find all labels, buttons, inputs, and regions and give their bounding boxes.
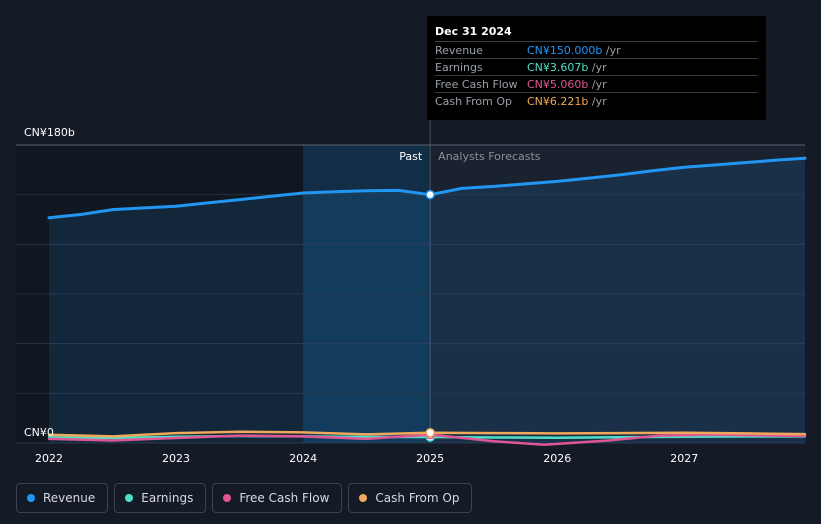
tooltip-unit: /yr [588, 78, 607, 91]
series-line-free-cash-flow [47, 433, 807, 446]
tooltip-unit: /yr [588, 61, 607, 74]
tooltip-row-earnings: Earnings CN¥3.607b /yr [435, 58, 758, 76]
tooltip-unit: /yr [602, 44, 621, 57]
free-cash-flow-dot-icon [223, 494, 232, 502]
x-tick-label: 2022 [35, 452, 63, 465]
legend-item-free-cash-flow[interactable]: Free Cash Flow [212, 483, 343, 513]
x-tick-label: 2026 [543, 452, 571, 465]
x-tick-label: 2025 [416, 452, 444, 465]
legend-label: Revenue [43, 491, 96, 505]
past-label: Past [399, 150, 423, 163]
cash-from-op-dot-icon [359, 494, 368, 502]
point-marker-cash-from-op [425, 427, 435, 438]
legend: Revenue Earnings Free Cash Flow Cash Fro… [16, 483, 473, 513]
tooltip-value: CN¥150.000b [527, 44, 603, 57]
tooltip-panel: Dec 31 2024 Revenue CN¥150.000b /yr Earn… [427, 16, 766, 120]
legend-item-earnings[interactable]: Earnings [114, 483, 207, 513]
tooltip-label: Revenue [435, 44, 483, 57]
legend-item-revenue[interactable]: Revenue [16, 483, 109, 513]
tooltip-value-wrap: CN¥6.221b /yr [527, 95, 607, 108]
earnings-dot-icon [125, 494, 134, 502]
tooltip-value-wrap: CN¥150.000b /yr [527, 44, 621, 57]
y-axis-min-label: CN¥0 [24, 426, 54, 439]
forecast-label: Analysts Forecasts [438, 150, 541, 163]
x-tick-label: 2023 [162, 452, 190, 465]
x-tick-label: 2027 [670, 452, 698, 465]
tooltip-row-revenue: Revenue CN¥150.000b /yr [435, 41, 758, 59]
tooltip-value: CN¥6.221b [527, 95, 589, 108]
tooltip-row-free-cash-flow: Free Cash Flow CN¥5.060b /yr [435, 75, 758, 93]
legend-label: Free Cash Flow [239, 491, 330, 505]
tooltip-label: Earnings [435, 61, 483, 74]
tooltip-date: Dec 31 2024 [435, 25, 512, 38]
y-axis-max-label: CN¥180b [24, 126, 75, 139]
revenue-dot-icon [27, 494, 35, 502]
tooltip-value: CN¥5.060b [527, 78, 589, 91]
legend-label: Earnings [141, 491, 194, 505]
tooltip-row-cash-from-op: Cash From Op CN¥6.221b /yr [435, 92, 758, 110]
tooltip-value-wrap: CN¥5.060b /yr [527, 78, 607, 91]
tooltip-unit: /yr [588, 95, 607, 108]
legend-item-cash-from-op[interactable]: Cash From Op [348, 483, 473, 513]
tooltip-value-wrap: CN¥3.607b /yr [527, 61, 607, 74]
legend-label: Cash From Op [375, 491, 460, 505]
tooltip-label: Cash From Op [435, 95, 513, 108]
tooltip-label: Free Cash Flow [435, 78, 518, 91]
x-tick-label: 2024 [289, 452, 317, 465]
point-marker-revenue [425, 189, 435, 200]
tooltip-value: CN¥3.607b [527, 61, 589, 74]
revenue-area [49, 158, 805, 443]
